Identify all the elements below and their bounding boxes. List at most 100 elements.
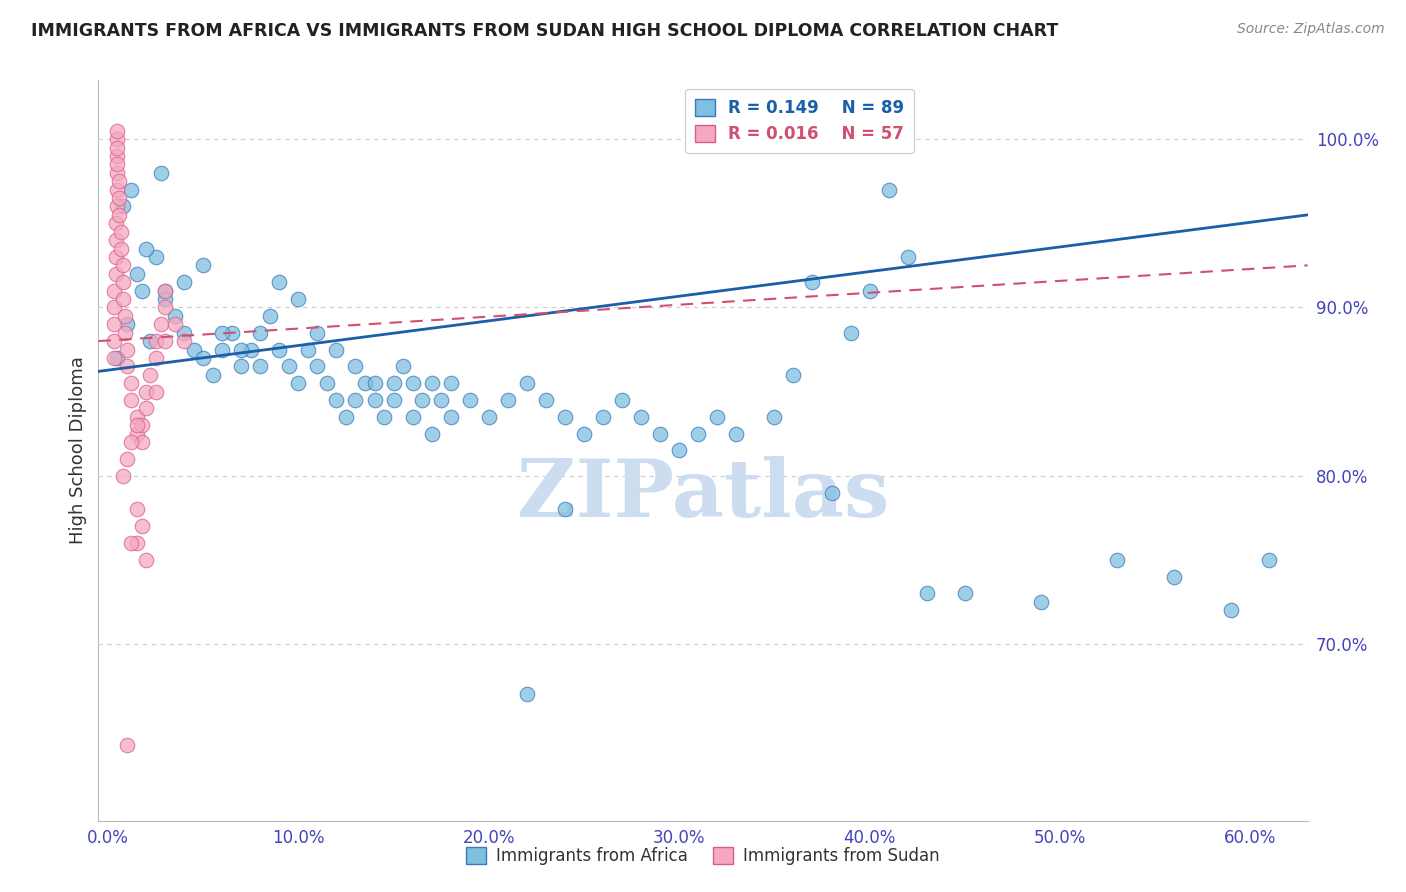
Point — [610, 392, 633, 407]
Point — [112, 258, 135, 272]
Point — [688, 426, 710, 441]
Point — [221, 326, 243, 340]
Point — [344, 392, 367, 407]
Point — [516, 376, 538, 391]
Point — [110, 242, 132, 256]
Point — [125, 409, 148, 424]
Point — [231, 359, 253, 374]
Point — [801, 275, 824, 289]
Point — [115, 359, 138, 374]
Point — [572, 426, 595, 441]
Point — [953, 586, 976, 600]
Point — [125, 536, 148, 550]
Point — [103, 351, 125, 365]
Point — [135, 242, 157, 256]
Point — [104, 233, 127, 247]
Point — [411, 392, 433, 407]
Point — [107, 132, 129, 146]
Point — [150, 166, 173, 180]
Point — [139, 368, 162, 382]
Text: ZIPatlas: ZIPatlas — [517, 456, 889, 534]
Legend: Immigrants from Africa, Immigrants from Sudan: Immigrants from Africa, Immigrants from … — [460, 840, 946, 871]
Text: IMMIGRANTS FROM AFRICA VS IMMIGRANTS FROM SUDAN HIGH SCHOOL DIPLOMA CORRELATION : IMMIGRANTS FROM AFRICA VS IMMIGRANTS FRO… — [31, 22, 1059, 40]
Point — [478, 409, 501, 424]
Point — [401, 376, 423, 391]
Point — [211, 343, 233, 357]
Point — [110, 225, 132, 239]
Point — [363, 376, 385, 391]
Point — [382, 392, 405, 407]
Point — [145, 384, 167, 399]
Point — [363, 392, 385, 407]
Point — [554, 502, 576, 516]
Point — [297, 343, 319, 357]
Point — [420, 376, 443, 391]
Point — [173, 275, 195, 289]
Point — [153, 284, 176, 298]
Point — [131, 418, 153, 433]
Point — [115, 738, 138, 752]
Point — [131, 284, 153, 298]
Point — [859, 284, 882, 298]
Point — [307, 359, 329, 374]
Point — [163, 318, 186, 332]
Point — [153, 334, 176, 348]
Point — [150, 318, 173, 332]
Point — [269, 275, 291, 289]
Point — [131, 435, 153, 450]
Point — [103, 318, 125, 332]
Point — [592, 409, 614, 424]
Point — [191, 258, 214, 272]
Point — [440, 409, 463, 424]
Point — [115, 318, 138, 332]
Point — [108, 174, 131, 188]
Point — [114, 309, 136, 323]
Point — [131, 519, 153, 533]
Point — [120, 183, 142, 197]
Point — [496, 392, 519, 407]
Point — [1220, 603, 1243, 617]
Point — [107, 157, 129, 171]
Point — [430, 392, 453, 407]
Point — [115, 343, 138, 357]
Point — [239, 343, 262, 357]
Point — [120, 435, 142, 450]
Point — [153, 284, 176, 298]
Point — [354, 376, 377, 391]
Point — [107, 166, 129, 180]
Point — [145, 334, 167, 348]
Point — [107, 124, 129, 138]
Point — [153, 292, 176, 306]
Point — [211, 326, 233, 340]
Point — [112, 292, 135, 306]
Point — [1107, 553, 1129, 567]
Point — [668, 443, 690, 458]
Point — [335, 409, 357, 424]
Point — [763, 409, 786, 424]
Point — [107, 199, 129, 213]
Point — [120, 536, 142, 550]
Point — [897, 250, 920, 264]
Point — [231, 343, 253, 357]
Point — [108, 208, 131, 222]
Point — [153, 301, 176, 315]
Point — [173, 326, 195, 340]
Point — [259, 309, 281, 323]
Point — [108, 191, 131, 205]
Point — [112, 275, 135, 289]
Point — [107, 140, 129, 154]
Point — [145, 250, 167, 264]
Point — [104, 267, 127, 281]
Point — [725, 426, 748, 441]
Point — [1258, 553, 1281, 567]
Point — [392, 359, 415, 374]
Point — [325, 392, 347, 407]
Point — [135, 553, 157, 567]
Point — [125, 418, 148, 433]
Point — [114, 326, 136, 340]
Point — [287, 376, 309, 391]
Point — [915, 586, 938, 600]
Point — [115, 451, 138, 466]
Point — [103, 301, 125, 315]
Y-axis label: High School Diploma: High School Diploma — [69, 357, 87, 544]
